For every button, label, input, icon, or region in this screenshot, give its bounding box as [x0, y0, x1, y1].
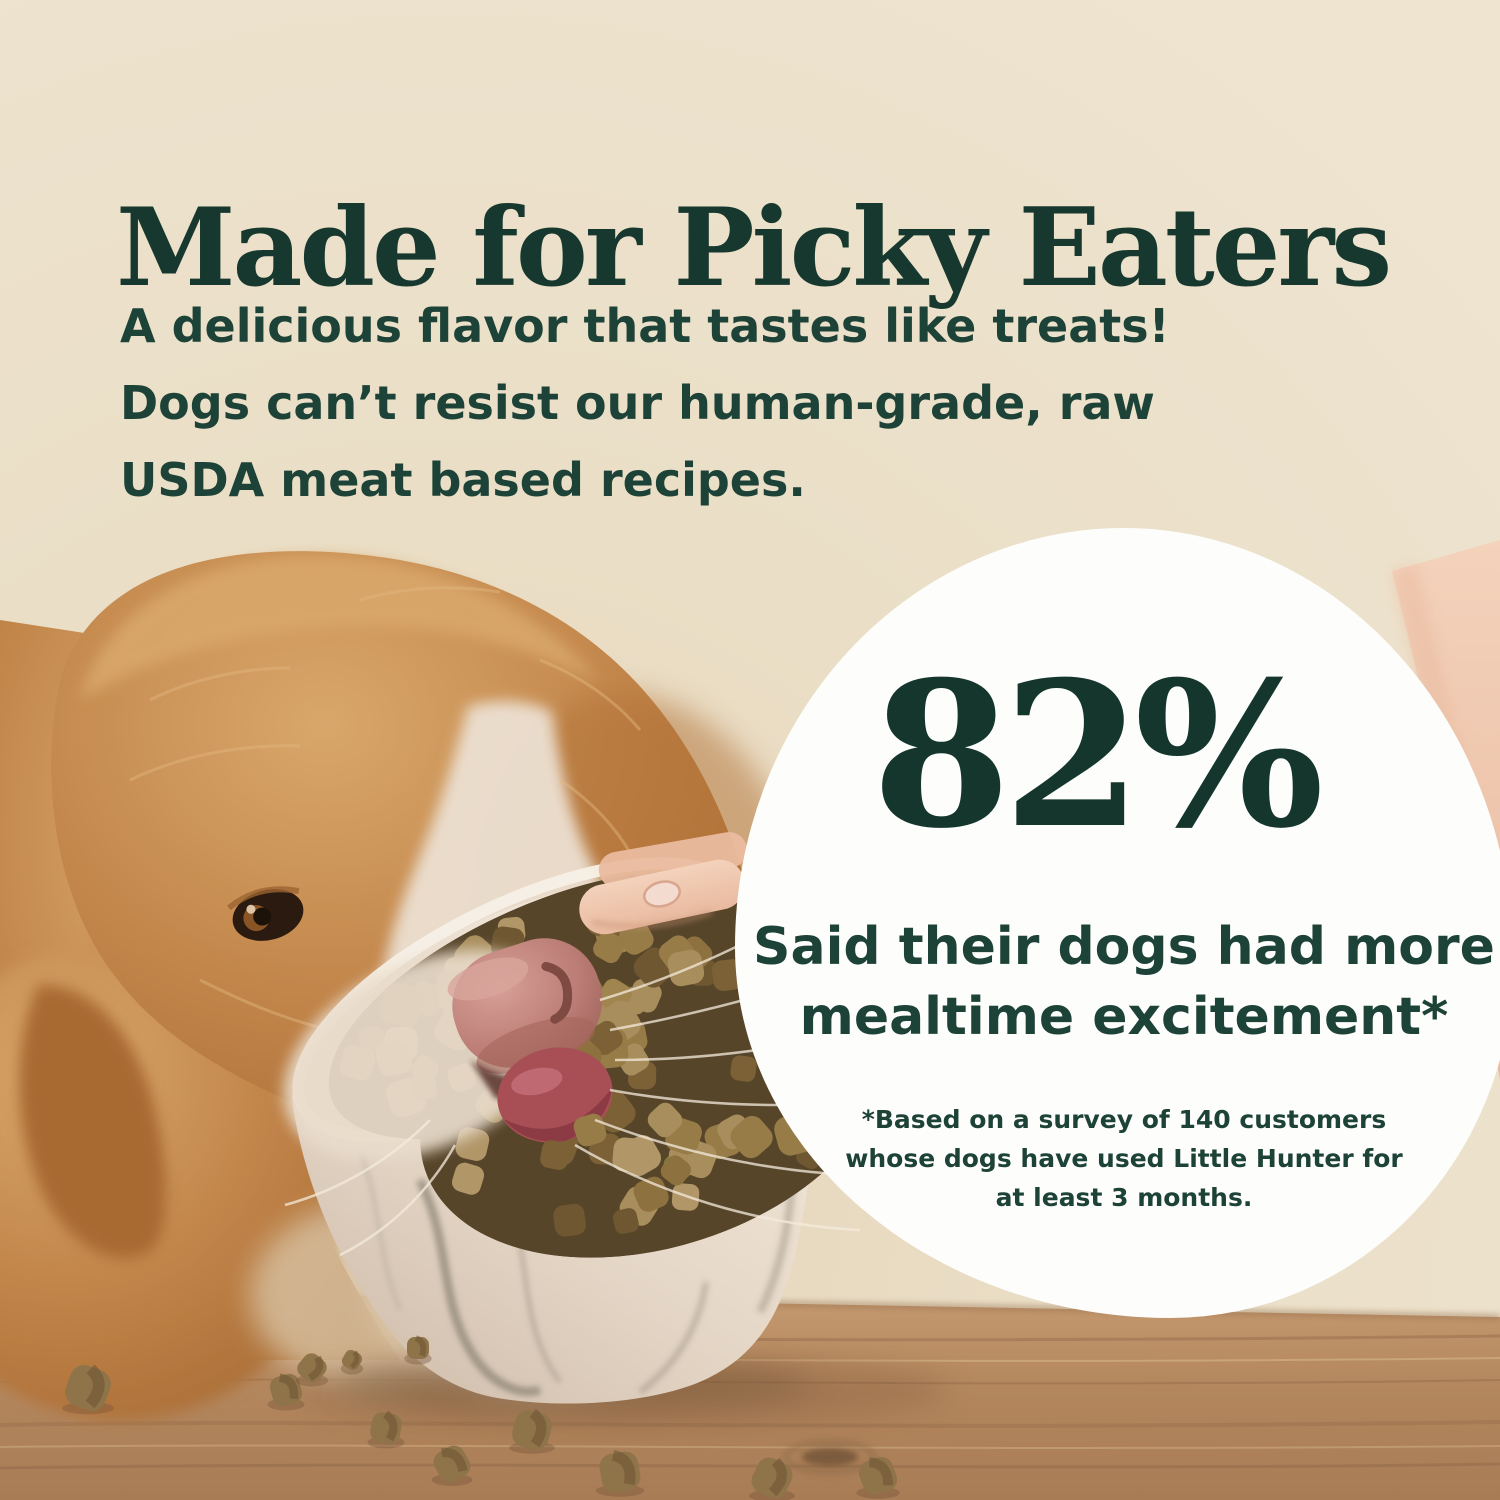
- stat-footnote: *Based on a survey of 140 customers whos…: [735, 1100, 1500, 1217]
- dog-ear: [18, 984, 167, 1259]
- person-hand: [579, 832, 748, 935]
- subheadline-line: A delicious flavor that tastes like trea…: [120, 299, 1170, 353]
- stat-footnote-line: whose dogs have used Little Hunter for: [845, 1144, 1403, 1173]
- stat-caption: Said their dogs had more mealtime excite…: [735, 912, 1500, 1052]
- stat-footnote-line: *Based on a survey of 140 customers: [861, 1105, 1387, 1134]
- subheadline-line: USDA meat based recipes.: [120, 453, 806, 507]
- dog-nose: [447, 938, 603, 1074]
- stat-badge: 82% Said their dogs had more mealtime ex…: [735, 528, 1500, 1318]
- fingernail: [643, 880, 681, 908]
- kibble-at-mouth: [540, 1102, 683, 1173]
- stat-caption-line: mealtime excitement*: [799, 987, 1449, 1047]
- stat-footnote-line: at least 3 months.: [995, 1183, 1253, 1212]
- stat-value: 82%: [871, 638, 1324, 873]
- page-title: Made for Picky Eaters: [116, 185, 1392, 312]
- subheadline: A delicious flavor that tastes like trea…: [120, 288, 1270, 519]
- dog-eye-near: [226, 886, 304, 941]
- subheadline-line: Dogs can’t resist our human-grade, raw: [120, 376, 1155, 430]
- stat-caption-line: Said their dogs had more: [753, 917, 1495, 977]
- kibble-on-table: [61, 1335, 900, 1500]
- wood-knot: [783, 1439, 877, 1475]
